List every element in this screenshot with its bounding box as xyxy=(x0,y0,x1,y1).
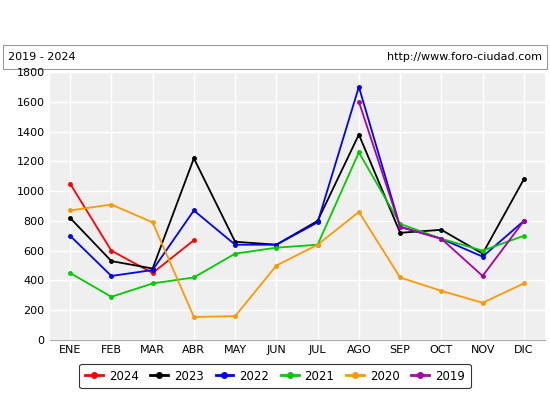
Text: 2019 - 2024: 2019 - 2024 xyxy=(8,52,76,62)
Legend: 2024, 2023, 2022, 2021, 2020, 2019: 2024, 2023, 2022, 2021, 2020, 2019 xyxy=(79,364,471,388)
Text: Evolucion Nº Turistas Nacionales en el municipio de Oliva de la Frontera: Evolucion Nº Turistas Nacionales en el m… xyxy=(0,14,550,30)
Text: http://www.foro-ciudad.com: http://www.foro-ciudad.com xyxy=(387,52,542,62)
